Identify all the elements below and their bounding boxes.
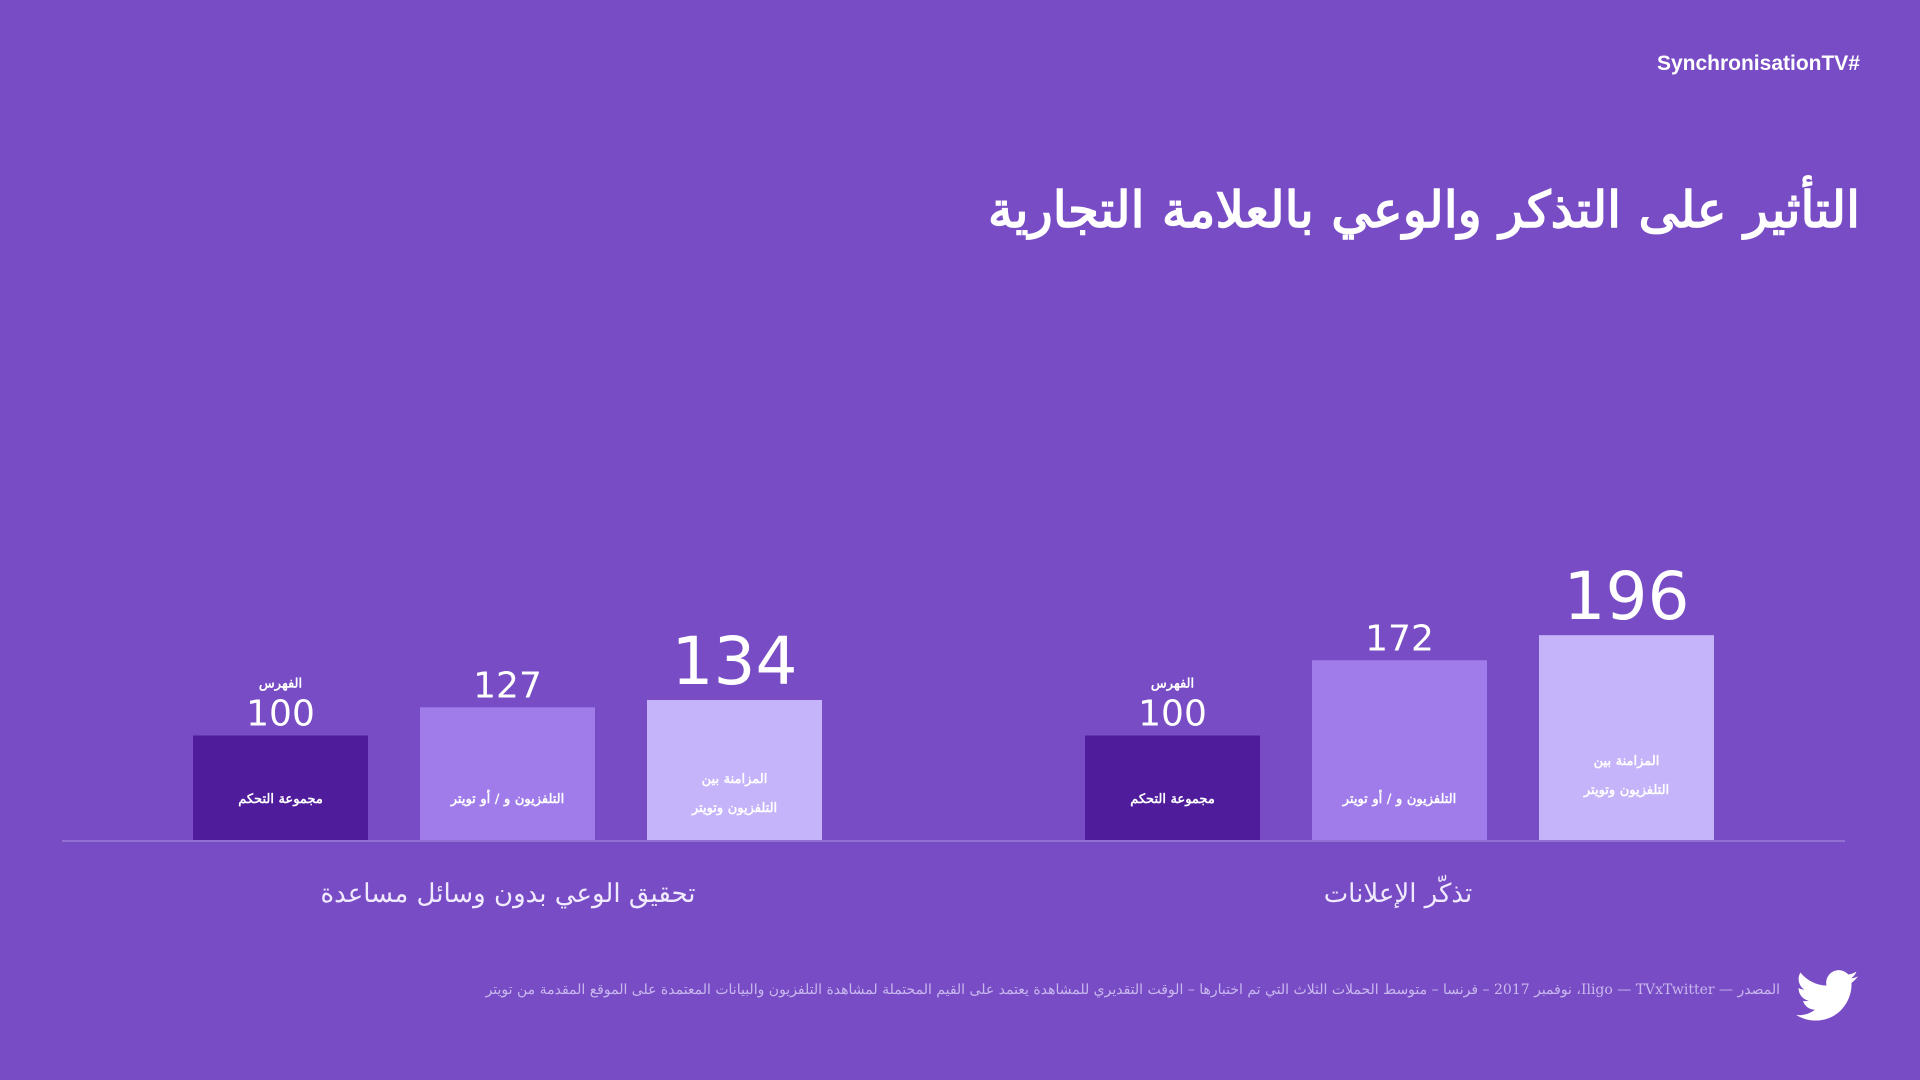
value-label: 134 bbox=[672, 623, 798, 700]
bar bbox=[647, 699, 822, 840]
bar bbox=[1539, 635, 1714, 840]
bar-category-label: مجموعة التحكم bbox=[1130, 792, 1215, 807]
bar bbox=[1312, 660, 1487, 840]
bar-category-label: المزامنة بين bbox=[1594, 754, 1660, 769]
bar-category-label: مجموعة التحكم bbox=[238, 792, 323, 807]
index-label: الفهرس bbox=[1151, 677, 1194, 692]
bar-category-label: التلفزيون وتويتر bbox=[691, 801, 777, 816]
bar bbox=[193, 735, 368, 840]
index-label: الفهرس bbox=[259, 677, 302, 692]
bar bbox=[420, 707, 595, 840]
bar-category-label: المزامنة بين bbox=[702, 772, 768, 787]
group-label: تذكّر الإعلانات bbox=[1324, 875, 1473, 909]
bar-category-label: التلفزيون و / أو تويتر bbox=[1342, 790, 1457, 807]
bar-category-label: التلفزيون وتويتر bbox=[1583, 783, 1669, 798]
value-label: 100 bbox=[1138, 694, 1207, 735]
bar-category-label: التلفزيون و / أو تويتر bbox=[450, 790, 565, 807]
value-label: 172 bbox=[1365, 618, 1434, 659]
group-label: تحقيق الوعي بدون وسائل مساعدة bbox=[320, 879, 695, 909]
source-note: المصدر — Iligo — TVxTwitter، نوفمبر 2017… bbox=[485, 982, 1780, 998]
bar bbox=[1085, 735, 1260, 840]
value-label: 127 bbox=[473, 665, 542, 706]
hashtag: SynchronisationTV# bbox=[1656, 52, 1860, 75]
chart-title: التأثير على التذكر والوعي بالعلامة التجا… bbox=[987, 180, 1860, 239]
value-label: 100 bbox=[246, 694, 315, 735]
twitter-bird-icon bbox=[1796, 970, 1858, 1021]
value-label: 196 bbox=[1564, 558, 1690, 635]
